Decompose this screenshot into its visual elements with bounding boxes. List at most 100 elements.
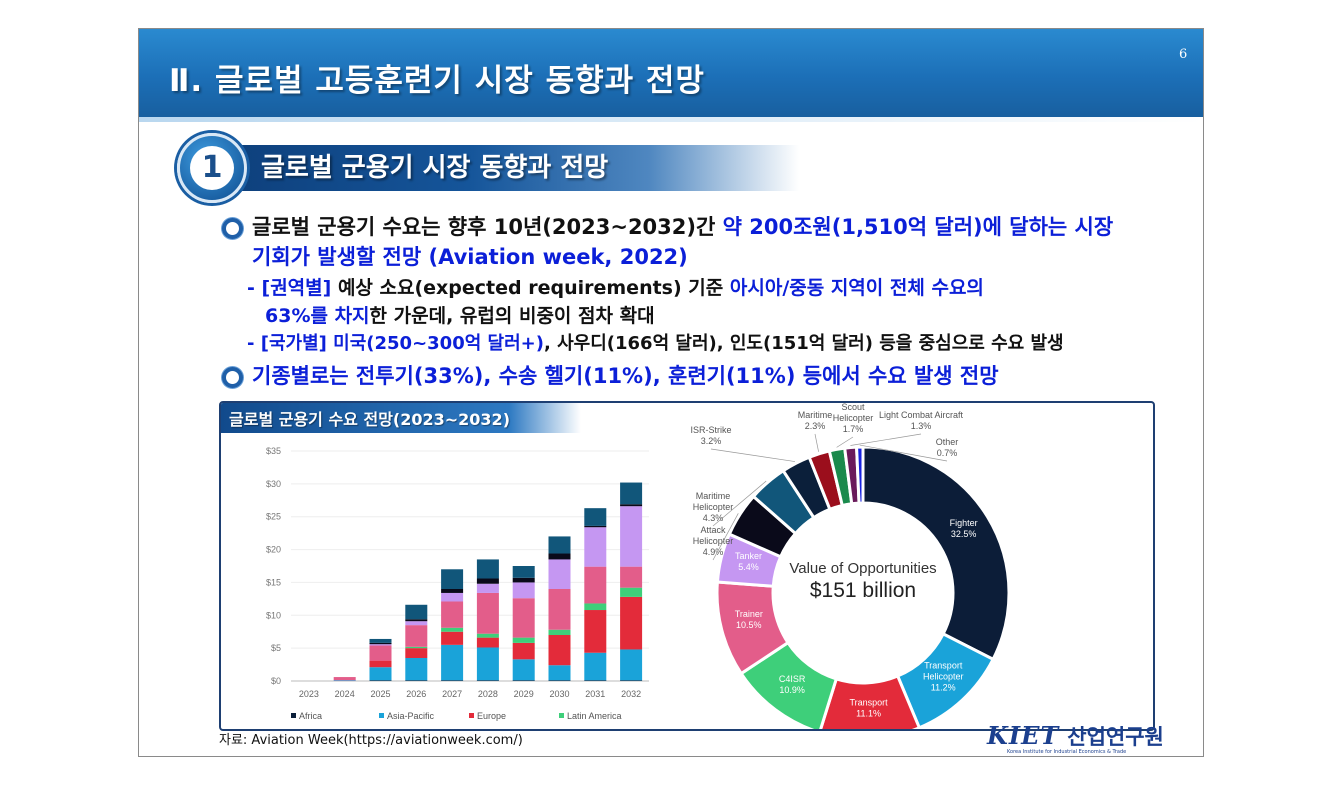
bar-segment	[584, 508, 607, 526]
slice-name-label: Transport	[924, 661, 963, 671]
slice-name-label: Helicopter	[833, 413, 874, 423]
sub-2-tag: [국가별]	[260, 333, 327, 354]
bar-segment	[548, 559, 571, 589]
source-note: 자료: Aviation Week(https://aviationweek.c…	[219, 733, 523, 748]
slice-value-label: 10.5%	[736, 620, 762, 630]
leader-line	[859, 444, 948, 462]
bar-segment	[620, 504, 643, 507]
chart-panel-title: 글로벌 군용기 수요 전망(2023~2032)	[229, 410, 511, 429]
sub-2-text-d: , 사우디(166억 달러), 인도(151억 달러) 등을 중심으로 수요 발…	[544, 333, 1064, 354]
page-title: Ⅱ. 글로벌 고등훈련기 시장 동향과 전망	[169, 63, 705, 99]
chart-panel-header: 글로벌 군용기 수요 전망(2023~2032)	[221, 403, 581, 433]
slice-value-label: 10.9%	[779, 685, 805, 695]
bar-segment	[405, 621, 428, 626]
bar-segment	[405, 646, 428, 649]
slice-value-label: 1.7%	[843, 424, 864, 434]
bar-segment	[620, 649, 643, 681]
x-tick-label: 2026	[406, 689, 426, 699]
chart-panel: 글로벌 군용기 수요 전망(2023~2032) $0 $5 $10 $15 $20 $2…	[219, 401, 1155, 731]
bar-segment	[584, 603, 607, 611]
bar-segment	[405, 625, 428, 647]
header-bar: Ⅱ. 글로벌 고등훈련기 시장 동향과 전망 6	[139, 29, 1203, 117]
y-tick-label: $25	[266, 512, 281, 522]
y-tick-label: $35	[266, 446, 281, 456]
slice-name-label: Helicopter	[923, 672, 964, 682]
y-tick-label: $15	[266, 577, 281, 587]
y-tick-label: $20	[266, 545, 281, 555]
bullet-icon	[222, 218, 243, 239]
slice-value-label: 11.1%	[856, 708, 881, 718]
y-tick-label: $5	[271, 643, 281, 653]
header-underline	[139, 117, 1203, 122]
bar-segment	[584, 652, 607, 681]
bar-segment	[369, 645, 392, 661]
bar-segment	[333, 680, 356, 681]
bar-segment	[441, 644, 464, 681]
bar-segment	[620, 566, 643, 588]
leader-line	[814, 433, 819, 452]
bar-segment	[584, 680, 607, 681]
legend-swatch	[379, 713, 384, 718]
y-tick-label: $30	[266, 479, 281, 489]
bullet-1-line-2: 기회가 발생할 전망 (Aviation week, 2022)	[252, 245, 688, 269]
bar-segment	[405, 658, 428, 681]
bar-segment	[548, 680, 571, 681]
bar-segment	[584, 566, 607, 604]
sub-1-text-f: 한 가운데, 유럽의 비중이 점차 확대	[369, 305, 655, 327]
bullet-2-text-e: ,	[652, 364, 668, 388]
slice-name-label: Transport	[849, 697, 888, 707]
x-tick-label: 2032	[621, 689, 641, 699]
bar-segment	[405, 619, 428, 622]
section-title: 글로벌 군용기 시장 동향과 전망	[261, 153, 609, 183]
x-tick-label: 2028	[478, 689, 498, 699]
bar-segment	[512, 577, 535, 583]
slice-name-label: ISR-Strike	[690, 425, 731, 435]
section-band	[199, 145, 799, 191]
bar-segment	[333, 677, 356, 681]
bullet-icon	[222, 367, 243, 388]
bar-segment	[620, 482, 643, 505]
slice-name-label: Maritime	[696, 491, 731, 501]
bullet-2-text-f: 훈련기(11%)	[668, 364, 796, 388]
bar-segment	[476, 680, 499, 681]
slice-name-label: Helicopter	[693, 536, 734, 546]
bullet-2: 기종별로는 전투기(33%), 수송 헬기(11%), 훈련기(11%) 등에서…	[252, 360, 999, 390]
sub-2-text-c: 미국(250~300억 달러+)	[326, 333, 544, 354]
bar-segment	[405, 604, 428, 620]
bar-segment	[620, 596, 643, 650]
slice-name-label: Scout	[841, 403, 865, 412]
bar-segment	[476, 583, 499, 593]
leader-line	[712, 480, 767, 527]
x-tick-label: 2024	[335, 689, 355, 699]
bar-segment	[476, 559, 499, 579]
leader-line	[836, 436, 854, 448]
bar-segment	[548, 665, 571, 681]
bar-segment	[441, 569, 464, 589]
bar-segment	[476, 578, 499, 584]
bar-segment	[620, 506, 643, 567]
x-tick-label: 2023	[299, 689, 319, 699]
bar-segment	[620, 587, 643, 597]
stacked-bar-chart: $0 $5 $10 $15 $20 $25 $30 $35 2023 2024 2025 2026 20…	[266, 446, 649, 721]
bar-segment	[369, 638, 392, 643]
legend-swatch	[469, 713, 474, 718]
bar-segment	[548, 635, 571, 666]
section-number-badge: 1	[177, 133, 247, 203]
sub-1-tag: [권역별]	[261, 277, 332, 299]
donut-center-label: Value of Opportunities	[789, 560, 936, 577]
kiet-logo: KIET 산업연구원 Korea Institute for Industrial…	[987, 721, 1164, 755]
bar-segment	[369, 660, 392, 668]
sub-bullet-1-line-2: 63%를 차지한 가운데, 유럽의 비중이 점차 확대	[265, 301, 655, 328]
bar-segment	[512, 659, 535, 681]
slice-value-label: 4.9%	[703, 547, 724, 557]
bar-segment	[476, 637, 499, 648]
sub-bullet-1-line-1: - [권역별] 예상 소요(expected requirements) 기준 …	[247, 273, 984, 300]
slice-name-label: Fighter	[950, 518, 978, 528]
sub-1-text-e: 63%를 차지	[265, 305, 370, 327]
x-tick-label: 2027	[442, 689, 462, 699]
donut-chart: Fighter32.5%TransportHelicopter11.2%Tran…	[690, 403, 1011, 729]
slide: Ⅱ. 글로벌 고등훈련기 시장 동향과 전망 6 1 글로벌 군용기 시장 동향…	[138, 28, 1204, 757]
sub-bullet-2: - [국가별] 미국(250~300억 달러+), 사우디(166억 달러), …	[247, 329, 1064, 355]
bar-segment	[405, 680, 428, 681]
legend-swatch	[291, 713, 296, 718]
